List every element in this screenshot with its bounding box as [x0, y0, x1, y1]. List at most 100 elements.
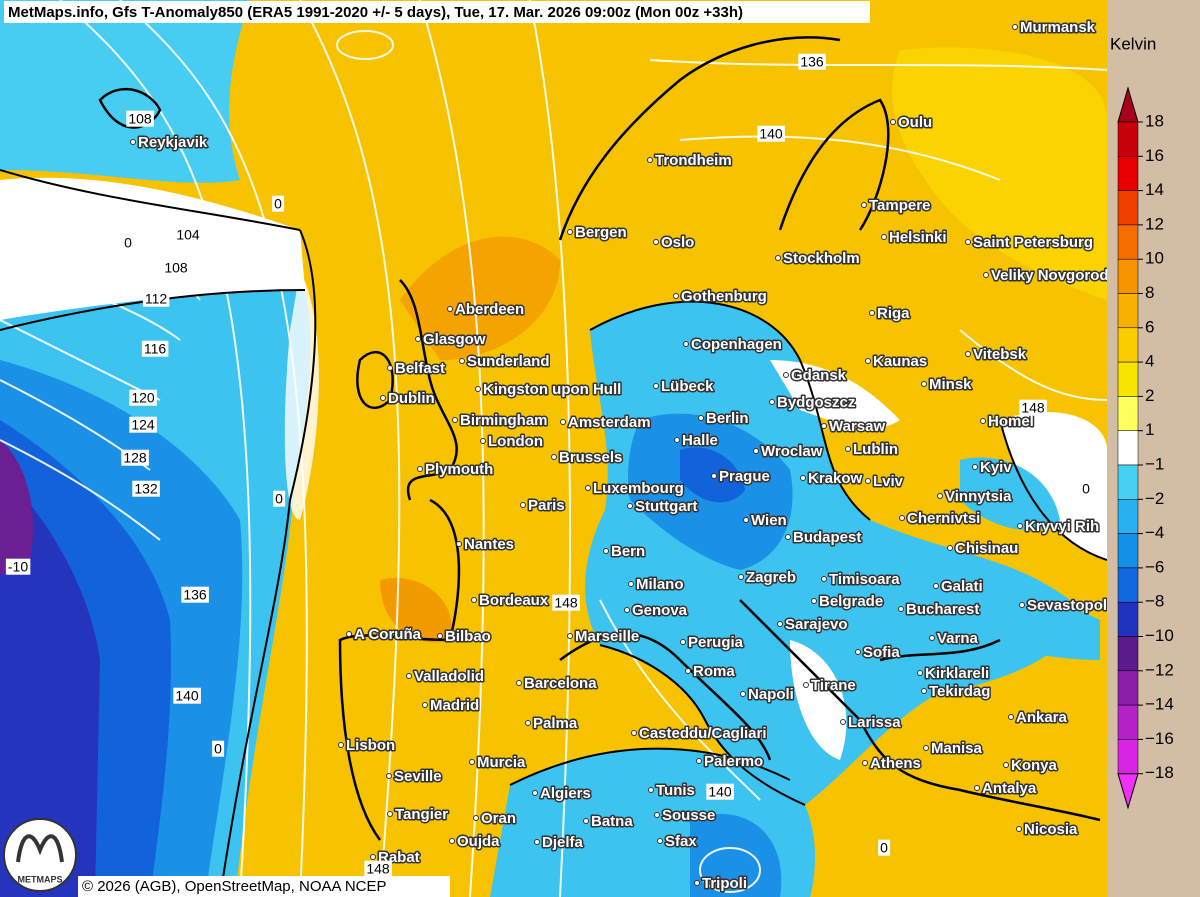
- city-dot: [471, 597, 477, 603]
- city-label: Paris: [528, 497, 565, 514]
- city-dot: [469, 759, 475, 765]
- scale-band: [1117, 430, 1139, 466]
- city-label: Bern: [611, 543, 645, 560]
- scale-tick-label: −2: [1145, 489, 1164, 508]
- city-dot: [456, 541, 462, 547]
- city-label: Varna: [937, 630, 979, 647]
- city-label: Nantes: [464, 536, 514, 553]
- city-dot: [370, 854, 376, 860]
- city-dot: [777, 621, 783, 627]
- city-label: Kaunas: [873, 353, 927, 370]
- city-dot: [654, 812, 660, 818]
- scale-band: [1117, 327, 1139, 363]
- city-dot: [473, 815, 479, 821]
- city-dot: [406, 673, 412, 679]
- city-dot: [387, 811, 393, 817]
- title-box: [4, 1, 870, 23]
- contour-label: 0: [275, 491, 283, 507]
- city-label: Tangier: [395, 806, 448, 823]
- contour-label: 120: [131, 390, 155, 406]
- city-dot: [921, 381, 927, 387]
- color-scale: 18 16 14 12 10 8 6 4 2 1 −1 −2 −4 −6 −8 −10 −12 −14 −16 −18: [1117, 86, 1174, 810]
- city-dot: [532, 790, 538, 796]
- city-dot: [861, 202, 867, 208]
- contour-label: 0: [274, 196, 282, 212]
- city-dot: [785, 534, 791, 540]
- city-label: London: [488, 433, 543, 450]
- city-label: Homel: [988, 413, 1034, 430]
- city-dot: [422, 702, 428, 708]
- scale-tick-label: 6: [1145, 317, 1154, 336]
- scale-band: [1117, 567, 1139, 603]
- scale-tick-label: −18: [1145, 763, 1174, 782]
- city-dot: [869, 310, 875, 316]
- city-dot: [865, 358, 871, 364]
- scale-band: [1117, 704, 1139, 740]
- city-dot: [583, 818, 589, 824]
- scale-tick-label: 16: [1145, 146, 1164, 165]
- city-label: Glasgow: [423, 331, 486, 348]
- contour-label: 116: [144, 341, 167, 357]
- isobars: [0, 0, 1107, 897]
- contour-label-bg: [129, 389, 157, 406]
- contour-label-bg: [272, 195, 285, 212]
- scale-band: [1117, 464, 1139, 500]
- city-dot: [769, 399, 775, 405]
- city-labels: Murmansk Reykjavik Oulu Trondheim Tampere Ber…: [130, 17, 1110, 893]
- city-dot: [743, 517, 749, 523]
- city-dot: [890, 119, 896, 125]
- city-dot: [624, 607, 630, 613]
- contour-label-bg: [1019, 399, 1047, 416]
- contour-label-bg: [181, 586, 209, 603]
- city-label: Stuttgart: [635, 498, 698, 515]
- city-label: Reykjavik: [138, 134, 208, 151]
- city-dot: [811, 598, 817, 604]
- city-dot: [1003, 762, 1009, 768]
- city-label: Sarajevo: [785, 616, 848, 633]
- city-label: Tirane: [811, 677, 856, 694]
- city-label: Sunderland: [467, 353, 550, 370]
- city-dot: [459, 358, 465, 364]
- city-label: Oulu: [898, 114, 932, 131]
- city-label: Bilbao: [445, 628, 491, 645]
- city-dot: [1016, 826, 1022, 832]
- city-dot: [947, 545, 953, 551]
- city-dot: [386, 773, 392, 779]
- city-label: Marseille: [575, 628, 639, 645]
- city-label: Budapest: [793, 529, 861, 546]
- city-label: Galati: [941, 578, 983, 595]
- city-label: Aberdeen: [455, 301, 524, 318]
- city-dot: [567, 229, 573, 235]
- city-dot: [855, 649, 861, 655]
- credit-box: [78, 876, 450, 897]
- city-dot: [753, 448, 759, 454]
- contour-label-bg: [121, 449, 149, 466]
- scale-tick-label: 14: [1145, 180, 1164, 199]
- scale-tick-label: −6: [1145, 557, 1164, 576]
- city-dot: [937, 493, 943, 499]
- city-label: Oslo: [661, 234, 694, 251]
- city-label: Brussels: [559, 449, 622, 466]
- city-label: Helsinki: [889, 229, 947, 246]
- contour-labels: 136 140 108 104 108 112 116 120 124 128 132 136 140 0…: [5, 53, 1093, 877]
- contour-label: 124: [131, 417, 155, 433]
- city-label: Minsk: [929, 376, 972, 393]
- city-dot: [840, 719, 846, 725]
- city-dot: [881, 234, 887, 240]
- city-dot: [698, 415, 704, 421]
- city-dot: [800, 475, 806, 481]
- scale-band: [1117, 636, 1139, 672]
- city-dot: [657, 838, 663, 844]
- city-label: Vitebsk: [973, 346, 1027, 363]
- city-label: Larissa: [848, 714, 901, 731]
- city-dot: [380, 395, 386, 401]
- city-label: Kingston upon Hull: [483, 381, 621, 398]
- city-label: Tripoli: [702, 875, 747, 892]
- city-label: Manisa: [931, 740, 983, 757]
- scale-cap-bottom: [1117, 773, 1139, 810]
- city-dot: [923, 745, 929, 751]
- city-label: Djelfa: [542, 834, 584, 851]
- city-dot: [711, 473, 717, 479]
- city-dot: [387, 365, 393, 371]
- contour-label-bg: [132, 480, 160, 497]
